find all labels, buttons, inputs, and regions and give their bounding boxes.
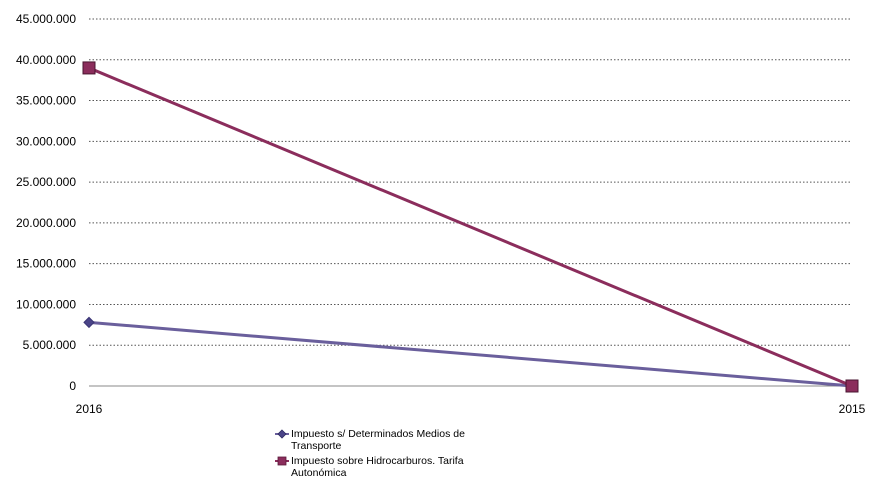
legend-label-hidrocarburos: Impuesto sobre Hidrocarburos. Tarifa Aut… xyxy=(291,455,464,479)
series-line-0 xyxy=(88,320,853,388)
data-point-square xyxy=(845,379,859,393)
y-tick-label: 0 xyxy=(69,379,76,393)
y-tick-label: 20.000.000 xyxy=(16,216,76,230)
series-lines xyxy=(82,61,859,393)
y-tick-label: 10.000.000 xyxy=(16,297,76,311)
y-tick-label: 35.000.000 xyxy=(16,94,76,108)
y-tick-label: 15.000.000 xyxy=(16,257,76,271)
y-tick-label: 25.000.000 xyxy=(16,175,76,189)
y-axis-tick-labels: 0 5.000.000 10.000.000 15.000.000 20.000.000… xyxy=(16,12,76,393)
data-point-square xyxy=(82,61,96,75)
x-tick-label: 2016 xyxy=(76,402,103,416)
legend: Impuesto s/ Determinados Medios de Trans… xyxy=(275,428,515,482)
legend-label-medios-transporte: Impuesto s/ Determinados Medios de Trans… xyxy=(291,428,465,452)
y-tick-label: 45.000.000 xyxy=(16,12,76,26)
gridlines xyxy=(89,18,852,346)
square-marker-icon xyxy=(275,456,289,466)
x-tick-label: 2015 xyxy=(839,402,866,416)
diamond-marker-icon xyxy=(275,429,289,439)
y-tick-label: 5.000.000 xyxy=(23,338,77,352)
y-tick-label: 40.000.000 xyxy=(16,53,76,67)
x-axis-tick-labels: 2016 2015 xyxy=(76,402,866,416)
series-line-1 xyxy=(88,66,853,388)
legend-item-medios-transporte: Impuesto s/ Determinados Medios de Trans… xyxy=(275,428,515,452)
y-tick-label: 30.000.000 xyxy=(16,134,76,148)
data-point-diamond xyxy=(83,316,95,329)
legend-item-hidrocarburos: Impuesto sobre Hidrocarburos. Tarifa Aut… xyxy=(275,455,515,479)
